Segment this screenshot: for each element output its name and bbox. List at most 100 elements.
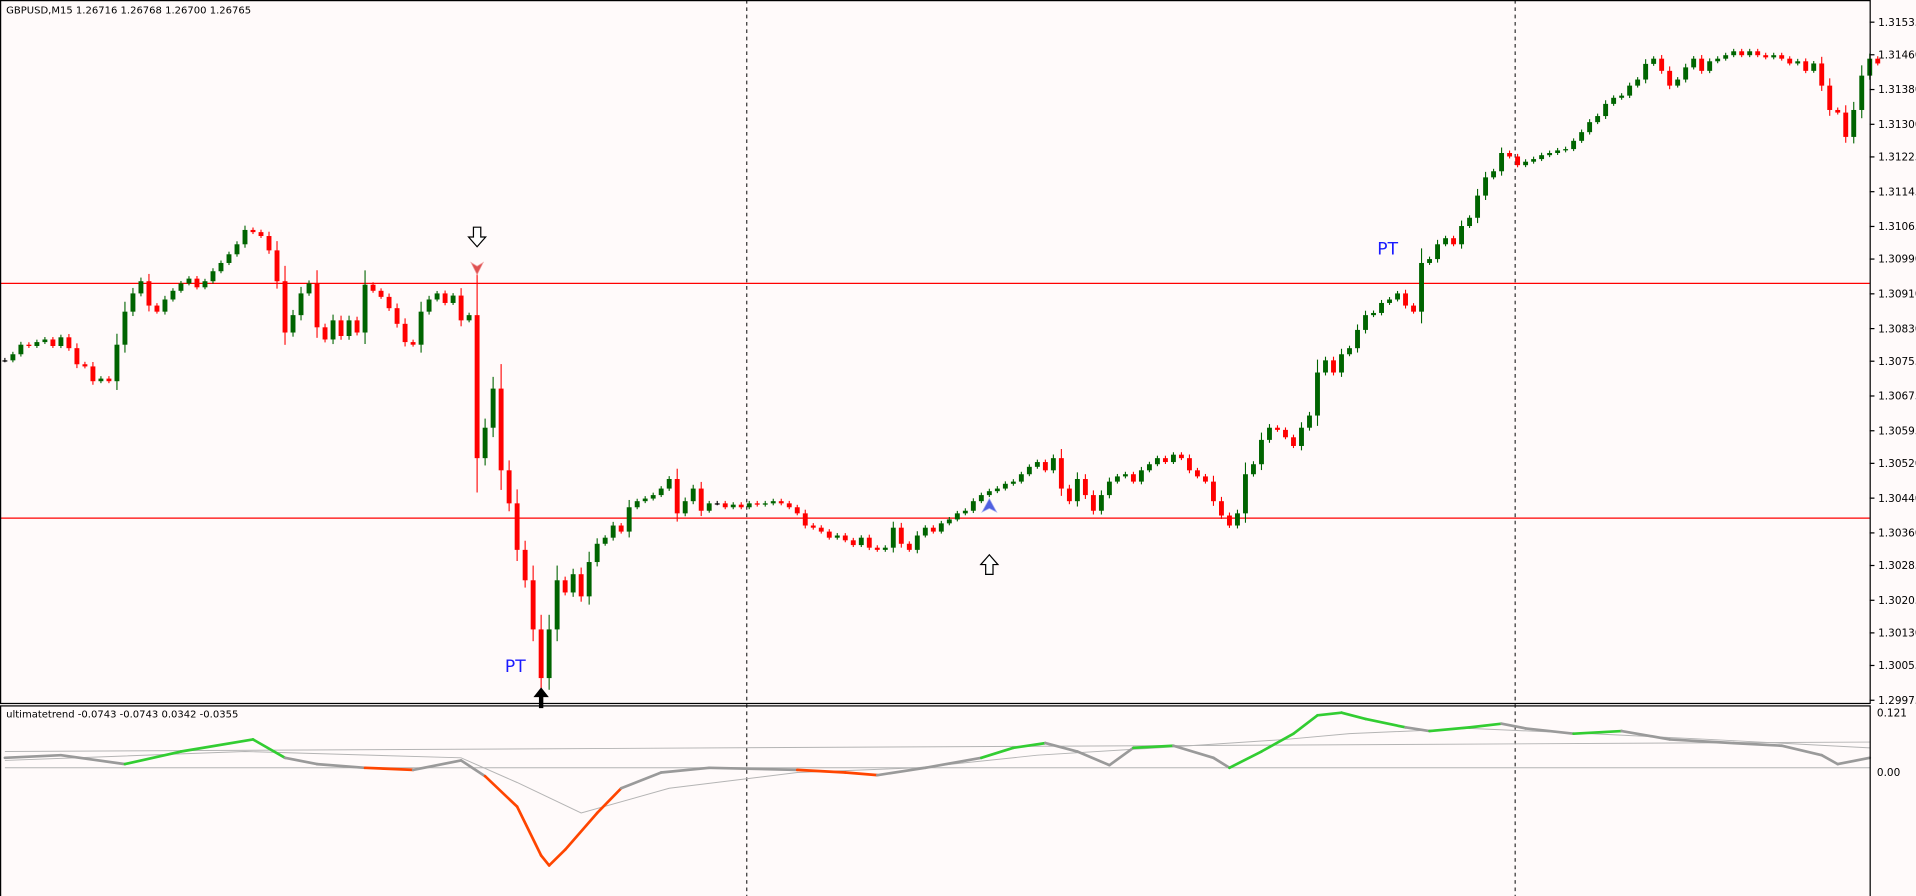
candle[interactable] (1018, 471, 1024, 484)
candle[interactable] (738, 502, 744, 510)
candle[interactable] (1523, 159, 1529, 168)
candle[interactable] (1763, 52, 1769, 60)
candle[interactable] (170, 288, 176, 302)
candle[interactable] (1419, 248, 1424, 324)
candle[interactable] (74, 343, 80, 369)
candle[interactable] (626, 499, 632, 538)
candle[interactable] (458, 288, 464, 327)
candle[interactable] (1587, 119, 1593, 135)
indicator-panel[interactable] (3, 711, 1872, 867)
candle[interactable] (770, 498, 776, 506)
candle[interactable] (642, 496, 648, 504)
candle[interactable] (1395, 290, 1400, 302)
candle[interactable] (90, 361, 96, 385)
candle[interactable] (1194, 467, 1200, 479)
candle[interactable] (594, 538, 600, 567)
candle[interactable] (1058, 449, 1064, 496)
candle[interactable] (754, 500, 760, 507)
candle[interactable] (1475, 188, 1481, 224)
candle[interactable] (1683, 63, 1689, 83)
candle[interactable] (538, 614, 544, 690)
candle[interactable] (330, 314, 336, 345)
candle[interactable] (1098, 490, 1104, 515)
candle[interactable] (410, 339, 416, 347)
candle[interactable] (1138, 466, 1144, 485)
candle[interactable] (1403, 289, 1408, 309)
candle[interactable] (1859, 65, 1865, 119)
candle[interactable] (402, 318, 408, 347)
candle[interactable] (282, 265, 288, 345)
candle[interactable] (690, 484, 696, 505)
candle[interactable] (154, 303, 160, 314)
candle[interactable] (434, 290, 440, 302)
candle[interactable] (786, 500, 792, 510)
candle[interactable] (866, 534, 872, 551)
candle[interactable] (1074, 472, 1080, 507)
candle[interactable] (1002, 481, 1008, 491)
candle[interactable] (1050, 454, 1056, 474)
candle[interactable] (138, 277, 144, 297)
candle[interactable] (1603, 100, 1609, 119)
candle[interactable] (1162, 455, 1168, 465)
candle[interactable] (1803, 58, 1809, 74)
candle[interactable] (218, 260, 224, 274)
candle[interactable] (1066, 484, 1072, 505)
candle[interactable] (1611, 95, 1617, 106)
candle[interactable] (914, 531, 920, 554)
candle[interactable] (1659, 55, 1665, 74)
candle[interactable] (922, 525, 928, 538)
candle[interactable] (1379, 299, 1384, 316)
candle[interactable] (1307, 411, 1312, 431)
candle[interactable] (522, 540, 528, 588)
candle[interactable] (346, 315, 352, 340)
candle[interactable] (938, 520, 944, 534)
candle[interactable] (1355, 324, 1360, 353)
candle[interactable] (474, 272, 480, 493)
candle[interactable] (378, 288, 384, 299)
candle[interactable] (1443, 235, 1448, 247)
candle[interactable] (1643, 59, 1649, 84)
candle[interactable] (1211, 475, 1216, 506)
candle[interactable] (1122, 471, 1128, 479)
candle[interactable] (2, 357, 8, 363)
candle[interactable] (226, 251, 232, 266)
candle[interactable] (602, 535, 608, 546)
candle[interactable] (658, 486, 664, 498)
candle[interactable] (1154, 455, 1160, 467)
candle[interactable] (586, 551, 592, 605)
candle[interactable] (114, 333, 120, 390)
candle[interactable] (834, 533, 840, 540)
candle[interactable] (498, 364, 504, 490)
candle[interactable] (250, 227, 256, 235)
candle[interactable] (1178, 452, 1184, 461)
candle[interactable] (794, 504, 800, 516)
candle[interactable] (1026, 464, 1032, 477)
candle[interactable] (1411, 303, 1416, 314)
candle[interactable] (482, 418, 488, 466)
candle[interactable] (714, 500, 720, 506)
candle[interactable] (698, 481, 704, 517)
candle[interactable] (570, 568, 576, 597)
candle[interactable] (562, 576, 568, 596)
candle[interactable] (26, 342, 32, 348)
candle[interactable] (178, 280, 184, 293)
candle[interactable] (706, 500, 712, 513)
candle[interactable] (1507, 150, 1513, 159)
candle[interactable] (882, 545, 888, 552)
candle[interactable] (1691, 56, 1697, 70)
candle[interactable] (1531, 156, 1537, 164)
candle[interactable] (34, 339, 40, 348)
candle[interactable] (618, 523, 624, 534)
candle[interactable] (1795, 58, 1801, 66)
candle[interactable] (1539, 152, 1545, 162)
candle[interactable] (362, 270, 368, 344)
candle[interactable] (546, 614, 552, 690)
candle[interactable] (1515, 153, 1521, 168)
candle[interactable] (42, 337, 48, 345)
candle[interactable] (1219, 496, 1224, 519)
candle[interactable] (1267, 424, 1272, 443)
candle[interactable] (906, 541, 912, 552)
candle[interactable] (1875, 56, 1881, 66)
candle[interactable] (746, 500, 752, 510)
